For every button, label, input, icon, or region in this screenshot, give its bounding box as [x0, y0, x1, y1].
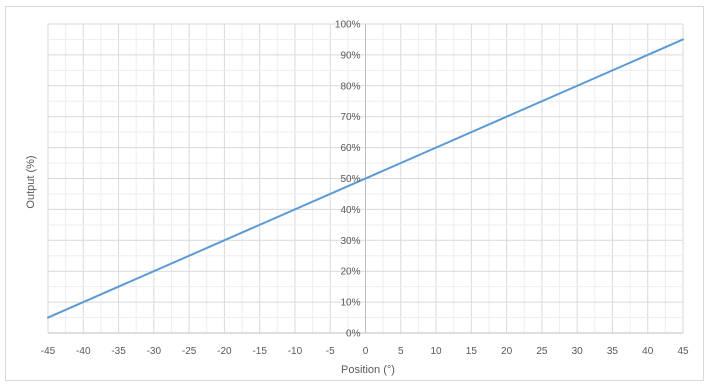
y-tick-label: 60% [340, 143, 360, 154]
x-tick-label: -30 [147, 346, 162, 357]
tick-labels: -45 -40 -35 -30 -25 -20 -15 -10 -5 0 5 10 15 20 25 30 35… [41, 20, 689, 358]
x-tick-label: -5 [326, 346, 335, 357]
x-axis-title: Position (°) [341, 364, 395, 376]
y-tick-label: 10% [340, 298, 360, 309]
series-layer [47, 38, 684, 319]
y-tick-label: 100% [335, 20, 361, 31]
x-tick-label: -40 [76, 346, 91, 357]
chart-frame: -45 -40 -35 -30 -25 -20 -15 -10 -5 0 5 10 15 20 25 30 35… [5, 6, 704, 381]
x-tick-label: 15 [466, 346, 478, 357]
y-tick-label: 70% [340, 112, 360, 123]
x-tick-label: 25 [536, 346, 548, 357]
x-tick-label: -45 [41, 346, 56, 357]
x-tick-label: 10 [430, 346, 442, 357]
x-tick-label: 20 [501, 346, 513, 357]
series-line [47, 38, 684, 319]
x-tick-label: 45 [677, 346, 689, 357]
y-tick-label: 40% [340, 205, 360, 216]
x-tick-label: -20 [217, 346, 232, 357]
x-tick-label: -15 [252, 346, 267, 357]
y-tick-label: 30% [340, 236, 360, 247]
x-tick-label: 40 [642, 346, 654, 357]
x-tick-label: 35 [607, 346, 619, 357]
x-tick-label: -10 [288, 346, 303, 357]
y-tick-label: 90% [340, 50, 360, 61]
x-tick-label: -35 [111, 346, 126, 357]
x-tick-label: -25 [182, 346, 197, 357]
y-tick-label: 50% [340, 174, 360, 185]
line-chart: -45 -40 -35 -30 -25 -20 -15 -10 -5 0 5 10 15 20 25 30 35… [25, 20, 689, 377]
y-tick-label: 80% [340, 81, 360, 92]
y-tick-label: 0% [346, 329, 361, 340]
x-tick-label: 0 [363, 346, 369, 357]
x-tick-label: 30 [572, 346, 584, 357]
y-axis-title: Output (%) [25, 155, 37, 208]
y-tick-label: 20% [340, 267, 360, 278]
x-tick-label: 5 [398, 346, 404, 357]
